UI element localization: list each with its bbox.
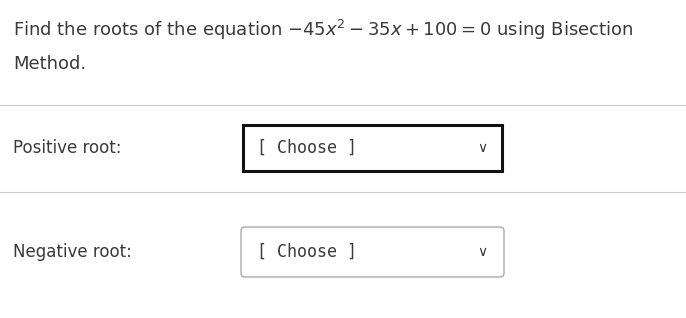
- Text: Negative root:: Negative root:: [13, 243, 132, 261]
- FancyBboxPatch shape: [243, 125, 502, 171]
- FancyBboxPatch shape: [241, 227, 504, 277]
- Text: [ Choose ]: [ Choose ]: [257, 139, 357, 157]
- Text: Positive root:: Positive root:: [13, 139, 121, 157]
- Text: ∨: ∨: [477, 141, 487, 155]
- Text: Find the roots of the equation $-45x^2 - 35x + 100 = 0$ using Bisection: Find the roots of the equation $-45x^2 -…: [13, 18, 634, 42]
- Text: ∨: ∨: [477, 245, 487, 259]
- Text: [ Choose ]: [ Choose ]: [257, 243, 357, 261]
- Text: Method.: Method.: [13, 55, 86, 73]
